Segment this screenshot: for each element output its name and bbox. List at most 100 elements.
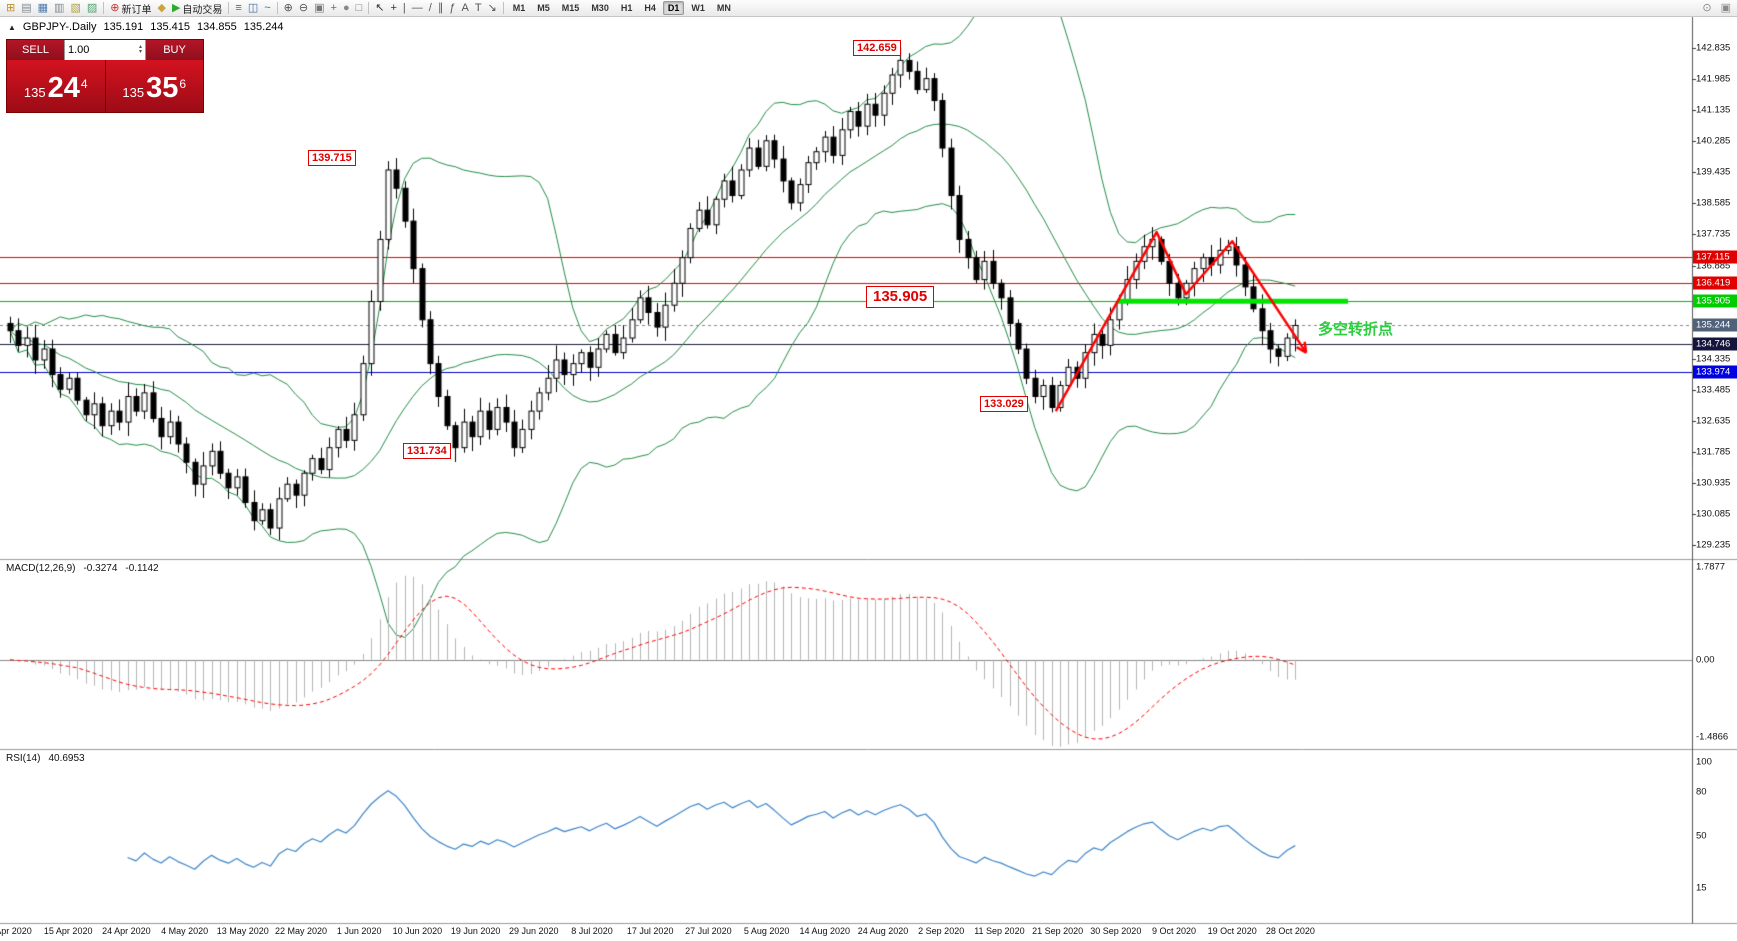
candlestick-chart-icon[interactable]: ◫ (246, 1, 260, 16)
price-callout[interactable]: 135.905 (866, 286, 935, 308)
terminal-icon: ▨ (86, 1, 98, 14)
timeframe-h1[interactable]: H1 (620, 3, 633, 13)
turning-point-annotation[interactable]: 多空转折点 (1318, 321, 1394, 338)
volume-spinner[interactable]: ▴ ▾ (138, 44, 142, 55)
fibonacci-tool[interactable]: ƒ (447, 1, 457, 16)
new-chart[interactable]: ⊞ (4, 1, 17, 16)
buy-button[interactable]: BUY (146, 40, 203, 60)
new-order-button[interactable]: ⊕ 新订单 (108, 1, 153, 16)
sell-price-sup: 4 (80, 77, 88, 91)
sell-price-big: 24 (47, 72, 80, 104)
crosshair-tool[interactable]: + (388, 1, 398, 16)
panels-icon-glyph: ▣ (1720, 2, 1731, 14)
autotrading-button[interactable]: ▶ 自动交易 (170, 1, 224, 16)
volume-value: 1.00 (68, 44, 90, 56)
buy-price-button[interactable]: 135 35 6 (104, 60, 203, 112)
timeframe-d1[interactable]: D1 (662, 1, 685, 15)
zoom-in-icon-icon: ⊕ (283, 1, 293, 14)
templates-icon[interactable]: □ (354, 1, 365, 16)
timeframe-m30[interactable]: M30 (591, 3, 609, 13)
toolbar-separator (276, 2, 278, 14)
hline-tool[interactable]: — (410, 1, 425, 16)
zoom-icon[interactable]: ⊙ (1700, 1, 1713, 16)
timeframe-mn[interactable]: MN (716, 3, 731, 13)
label-tool-icon: T (474, 1, 482, 14)
macd-name: MACD(12,26,9) (6, 563, 76, 574)
price-callout[interactable]: 142.659 (853, 40, 901, 56)
templates-icon-icon: □ (355, 1, 363, 14)
zoom-out-icon[interactable]: ⊖ (297, 1, 310, 16)
channel-tool-icon: ∥ (437, 1, 444, 14)
symbol-name: GBPJPY-.Daily (22, 21, 97, 33)
sell-price-button[interactable]: 135 24 4 (7, 60, 105, 112)
price-callout[interactable]: 131.734 (403, 443, 451, 459)
timeframe-m15[interactable]: M15 (561, 3, 580, 13)
new-order-button-icon: ⊕ (110, 1, 120, 14)
macd-value-main: -0.3274 (83, 563, 118, 574)
terminal[interactable]: ▨ (85, 1, 99, 16)
tile-windows-icon[interactable]: ▣ (312, 1, 326, 16)
arrows-tool[interactable]: ↘ (486, 1, 499, 16)
navigator[interactable]: ▧ (68, 1, 82, 16)
window-controls: ⊙ ▣ (1699, 1, 1734, 16)
profiles-icon: ▤ (21, 1, 32, 14)
spinner-down-icon[interactable]: ▾ (138, 49, 142, 55)
tile-windows-icon-icon: ▣ (314, 1, 325, 14)
macd-label: MACD(12,26,9) -0.3274 -0.1142 (6, 563, 159, 574)
profiles[interactable]: ▤ (19, 1, 33, 16)
hline-tool-icon: — (411, 1, 423, 14)
metaeditor-icon: ◆ (157, 1, 166, 14)
market-watch-icon: ▦ (37, 1, 49, 14)
toolbar-separator (103, 2, 105, 14)
arrows-tool-icon: ↘ (487, 1, 497, 14)
rsi-value: 40.6953 (48, 753, 85, 764)
panels-icon[interactable]: ▣ (1719, 1, 1733, 16)
new-order-button-label: 新订单 (121, 4, 152, 16)
timeframe-w1[interactable]: W1 (691, 3, 705, 13)
text-tool[interactable]: A (459, 1, 470, 16)
toolbar-separator (228, 2, 230, 14)
vline-tool[interactable]: | (401, 1, 408, 16)
buy-price-big: 35 (146, 72, 179, 104)
candlestick-chart-icon-icon: ◫ (247, 1, 259, 14)
price-callout[interactable]: 139.715 (308, 150, 356, 166)
label-tool[interactable]: T (473, 1, 484, 16)
rsi-label: RSI(14) 40.6953 (6, 753, 85, 764)
text-tool-icon: A (461, 1, 469, 14)
rsi-name: RSI(14) (6, 753, 41, 764)
price-callout[interactable]: 133.029 (980, 396, 1028, 412)
toolbar: ⊞ ▤ ▦ ▥ ▧ ▨ ⊕ 新订单 ◆ ▶ 自动交易 ≡ ◫ ~ ⊕ ⊖ ▣ + ● □ ↖ + | — / ∥ ƒ A T ↘ M1 M5 M… (0, 0, 1737, 17)
trendline-tool-icon: / (428, 1, 432, 14)
fibonacci-tool-icon: ƒ (449, 1, 456, 14)
bar-chart-icon[interactable]: ≡ (233, 1, 243, 16)
zoom-out-icon-icon: ⊖ (298, 1, 309, 14)
data-window[interactable]: ▥ (52, 1, 66, 16)
buy-price-prefix: 135 (122, 85, 145, 100)
zoom-in-icon[interactable]: ⊕ (282, 1, 295, 16)
periods-icon[interactable]: ● (341, 1, 352, 16)
volume-field[interactable]: 1.00 ▴ ▾ (64, 40, 146, 60)
indicators-icon[interactable]: + (329, 1, 339, 16)
timeframe-m1[interactable]: M1 (512, 3, 526, 13)
zoom-icon-glyph: ⊙ (1702, 2, 1712, 14)
crosshair-tool-icon: + (390, 1, 397, 14)
spinner-up-icon[interactable]: ▴ (138, 44, 142, 50)
cursor-tool-icon: ↖ (375, 1, 385, 14)
timeframe-m5[interactable]: M5 (537, 3, 550, 13)
line-chart-icon[interactable]: ~ (262, 1, 272, 16)
channel-tool[interactable]: ∥ (436, 1, 446, 16)
market-watch[interactable]: ▦ (36, 1, 50, 16)
sell-button[interactable]: SELL (7, 40, 64, 60)
indicators-icon-icon: + (330, 1, 337, 14)
trendline-tool[interactable]: / (427, 1, 434, 16)
one-click-trading-panel: SELL 1.00 ▴ ▾ BUY 135 24 4 135 35 6 (6, 39, 204, 113)
timeframe-h4[interactable]: H4 (644, 3, 656, 13)
cursor-tool[interactable]: ↖ (373, 1, 386, 16)
autotrading-button-label: 自动交易 (182, 4, 223, 16)
symbol-direction-icon: ▲ (8, 22, 16, 32)
ohlc-close: 135.244 (243, 21, 284, 33)
ohlc-high: 135.415 (150, 21, 191, 33)
periods-icon-icon: ● (342, 1, 350, 14)
metaeditor[interactable]: ◆ (155, 1, 167, 16)
